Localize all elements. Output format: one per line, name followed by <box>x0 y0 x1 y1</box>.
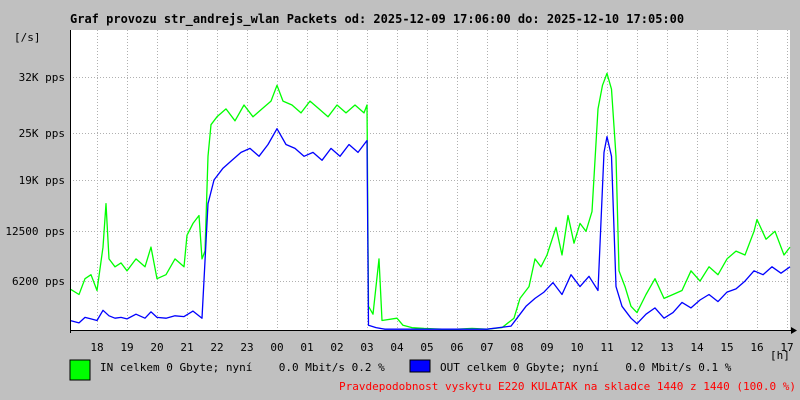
x-tick-label-5: 23 <box>240 341 253 354</box>
x-tick-label-13: 07 <box>480 341 493 354</box>
x-tick-label-3: 21 <box>180 341 193 354</box>
y-tick-label-4: 32K pps <box>19 71 65 84</box>
y-tick-label-2: 19K pps <box>19 174 65 187</box>
x-tick-labels: 18 19 20 21 22 23 00 01 02 03 04 05 06 07 08 09 10 11 12 13… <box>90 341 793 354</box>
x-tick-label-18: 12 <box>630 341 643 354</box>
x-tick-label-4: 22 <box>210 341 223 354</box>
y-tick-labels: 6200 pps 12500 pps 19K pps 25K pps 32K pps <box>5 71 65 288</box>
x-tick-label-14: 08 <box>510 341 523 354</box>
y-axis-unit-label: [/s] <box>14 31 41 44</box>
y-tick-label-1: 12500 pps <box>5 225 65 238</box>
chart-title: Graf provozu str_andrejs_wlan Packets od… <box>70 12 684 27</box>
legend-out-swatch <box>409 359 431 373</box>
x-tick-label-22: 16 <box>750 341 763 354</box>
y-tick-label-0: 6200 pps <box>12 275 65 288</box>
x-axis-arrow-icon <box>791 327 797 334</box>
x-tick-label-0: 18 <box>90 341 103 354</box>
x-tick-label-6: 00 <box>270 341 283 354</box>
x-tick-label-19: 13 <box>660 341 673 354</box>
x-tick-label-21: 15 <box>720 341 733 354</box>
x-axis-unit-label: [h] <box>770 349 790 362</box>
x-tick-label-15: 09 <box>540 341 553 354</box>
warning-message: Pravdepodobnost vyskytu E220 KULATAK na … <box>339 380 796 393</box>
x-tick-label-23: 17 <box>780 341 793 354</box>
x-tick-label-11: 05 <box>420 341 433 354</box>
x-tick-label-9: 03 <box>360 341 373 354</box>
legend-in-label: IN celkem 0 Gbyte; nyní 0.0 Mbit/s 0.2 % <box>100 361 385 374</box>
legend-out-label: OUT celkem 0 Gbyte; nyní 0.0 Mbit/s 0.1 … <box>440 361 732 374</box>
series-layer <box>69 72 791 330</box>
series-out-line <box>69 128 791 330</box>
y-tick-label-3: 25K pps <box>19 127 65 140</box>
x-tick-label-2: 20 <box>150 341 163 354</box>
x-tick-label-16: 10 <box>570 341 583 354</box>
x-tick-label-20: 14 <box>690 341 704 354</box>
x-tick-label-10: 04 <box>390 341 404 354</box>
x-tick-label-1: 19 <box>120 341 133 354</box>
x-tick-label-7: 01 <box>300 341 313 354</box>
series-in-line <box>69 72 791 330</box>
legend-in-swatch <box>69 359 91 381</box>
x-tick-label-8: 02 <box>330 341 343 354</box>
x-tick-label-17: 11 <box>600 341 613 354</box>
x-tick-label-12: 06 <box>450 341 463 354</box>
